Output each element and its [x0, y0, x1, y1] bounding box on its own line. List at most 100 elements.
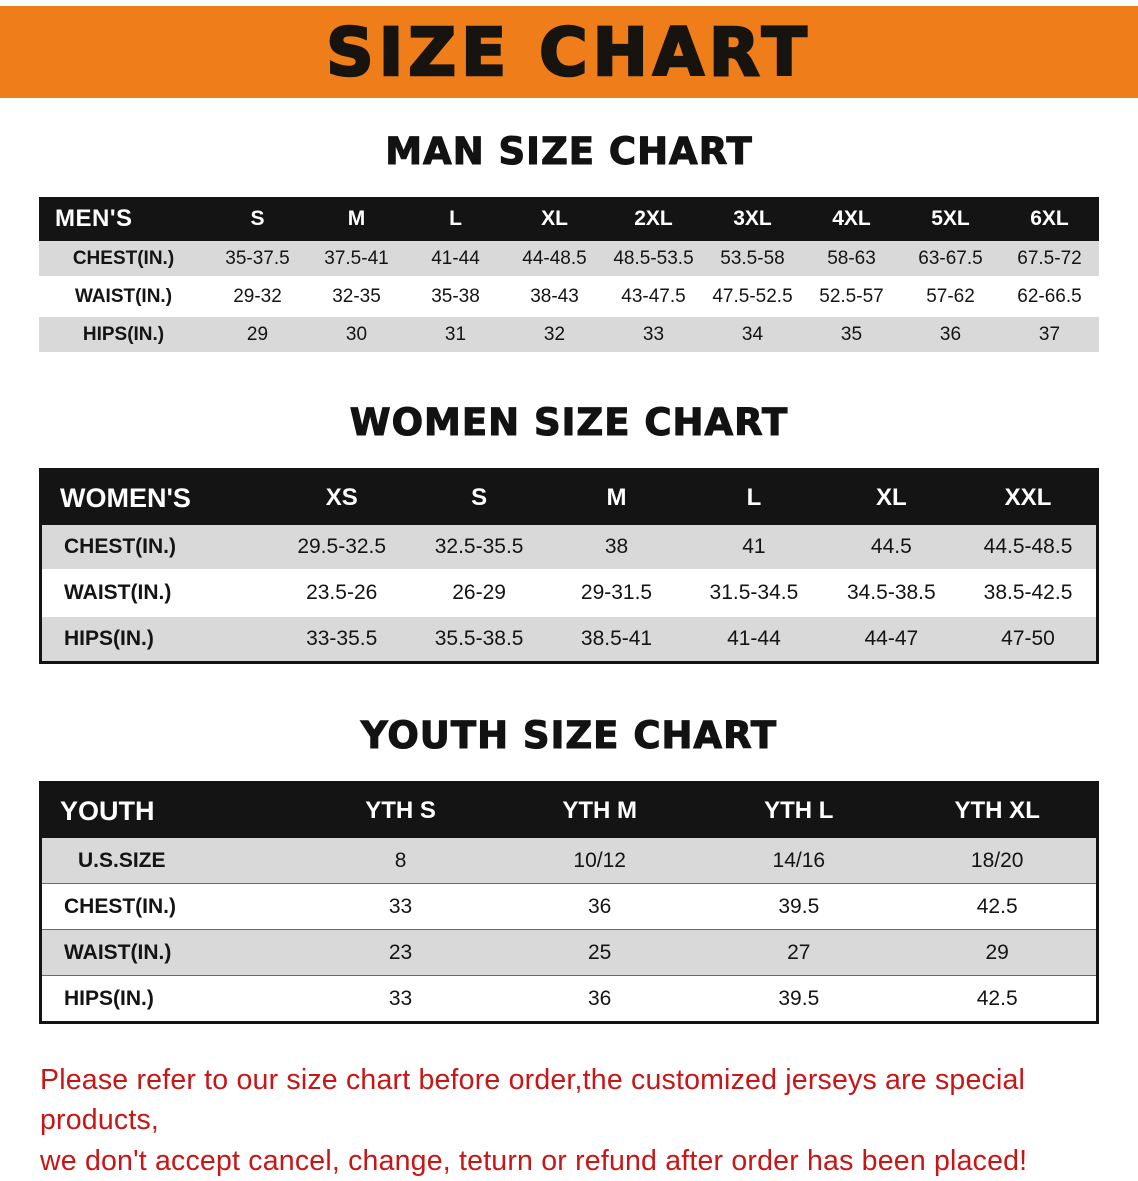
youth-size-section: YOUTH SIZE CHART YOUTH YTH S YTH M YTH L YTH… — [0, 713, 1138, 1024]
size-value: 43-47.5 — [604, 277, 703, 317]
measurement-label: HIPS(IN.) — [64, 986, 154, 1010]
size-value: 47.5-52.5 — [703, 277, 802, 317]
size-value: 35 — [802, 315, 901, 355]
table-group-label: WOMEN'S — [40, 469, 273, 525]
size-value: 35-38 — [406, 277, 505, 317]
size-chart-banner: SIZE CHART — [0, 6, 1138, 98]
size-value: 31 — [406, 315, 505, 355]
size-value: 37.5-41 — [307, 241, 406, 279]
measurement-label: CHEST(IN.) — [40, 883, 301, 930]
size-column-header: 2XL — [604, 197, 703, 241]
size-value: 53.5-58 — [703, 241, 802, 279]
size-value: 10/12 — [500, 838, 700, 884]
size-value: 41 — [685, 525, 823, 571]
size-value: 25 — [500, 929, 700, 976]
size-value: 14/16 — [699, 838, 899, 884]
men-size-section: MAN SIZE CHART MEN'S S M L XL 2XL 3XL 4XL 5XL 6XL… — [0, 129, 1138, 355]
size-value: 33 — [301, 883, 501, 930]
size-value: 57-62 — [901, 277, 1000, 317]
measurement-row: WAIST(IN.) 29-32 32-35 35-38 38-43 43-47.5 47.… — [39, 277, 1099, 317]
size-value: 38 — [547, 525, 686, 571]
size-value: 41-44 — [406, 241, 505, 279]
size-value: 18/20 — [898, 838, 1098, 884]
size-column-header: YTH XL — [898, 782, 1098, 838]
size-column-header: 5XL — [901, 197, 1000, 241]
measurement-row: WAIST(IN.) 23.5-26 26-29 29-31.5 31.5-34.5 34… — [40, 570, 1098, 617]
size-value: 34.5-38.5 — [822, 570, 961, 617]
measurement-label: HIPS(IN.) — [40, 616, 273, 664]
table-group-label: YOUTH — [40, 782, 301, 838]
size-value: 44-48.5 — [505, 241, 604, 279]
size-value: 35.5-38.5 — [410, 616, 548, 664]
youth-section-heading: YOUTH SIZE CHART — [360, 713, 778, 757]
measurement-row: CHEST(IN.) 29.5-32.5 32.5-35.5 38 41 44.5 44.5… — [40, 525, 1098, 571]
size-value: 38-43 — [505, 277, 604, 317]
size-value: 32.5-35.5 — [410, 525, 548, 571]
size-value: 26-29 — [410, 570, 548, 617]
size-table-header-row: YOUTH YTH S YTH M YTH L YTH XL — [40, 782, 1098, 838]
size-value: 29-32 — [208, 277, 307, 317]
size-column-header: YTH L — [699, 782, 899, 838]
size-value: 34 — [703, 315, 802, 355]
disclaimer-line-1: Please refer to our size chart before or… — [40, 1064, 1026, 1137]
table-group-label: MEN'S — [39, 197, 208, 241]
size-column-header: 6XL — [1000, 197, 1099, 241]
size-value: 36 — [588, 986, 612, 1010]
men-section-heading: MAN SIZE CHART — [385, 129, 753, 173]
disclaimer-line-2: we don't accept cancel, change, teturn o… — [40, 1144, 1028, 1177]
size-table-header-row: MEN'S S M L XL 2XL 3XL 4XL 5XL 6XL — [39, 197, 1099, 241]
measurement-row: HIPS(IN.) 29 30 31 32 33 34 35 36 37 — [39, 315, 1099, 355]
size-value: 39.5 — [699, 883, 899, 930]
size-value: 67.5-72 — [1000, 241, 1099, 279]
size-value: 29-31.5 — [547, 570, 686, 617]
size-value: 31.5-34.5 — [685, 570, 823, 617]
size-value: 23.5-26 — [273, 570, 411, 617]
size-value: 33-35.5 — [273, 616, 411, 664]
size-value: 38.5-42.5 — [960, 570, 1098, 617]
size-column-header: M — [307, 197, 406, 241]
size-value: 47-50 — [960, 616, 1098, 664]
size-column-header: XL — [505, 197, 604, 241]
size-value: 48.5-53.5 — [604, 241, 703, 279]
size-value: 37 — [1000, 315, 1099, 355]
size-value: 30 — [307, 315, 406, 355]
size-value: 41-44 — [685, 616, 823, 664]
size-column-header: M — [547, 469, 686, 525]
size-column-header: S — [208, 197, 307, 241]
size-value: 44-47 — [822, 616, 961, 664]
disclaimer-text: Please refer to our size chart before or… — [40, 1060, 1118, 1181]
size-value: 29.5-32.5 — [273, 525, 411, 571]
measurement-row: HIPS(IN.) 33-35.5 35.5-38.5 38.5-41 41-44 44-… — [40, 616, 1098, 664]
size-value: 58-63 — [802, 241, 901, 279]
size-value: 33 — [388, 986, 413, 1010]
size-value: 32-35 — [307, 277, 406, 317]
youth-size-table: YOUTH YTH S YTH M YTH L YTH XL U.S.SIZE 8 10/12… — [39, 781, 1099, 1024]
size-value: 33 — [604, 315, 703, 355]
size-value: 35-37.5 — [208, 241, 307, 279]
measurement-row: U.S.SIZE 8 10/12 14/16 18/20 — [40, 838, 1098, 884]
measurement-label: WAIST(IN.) — [40, 929, 301, 976]
size-column-header: L — [685, 469, 823, 525]
measurement-row: CHEST(IN.) 35-37.5 37.5-41 41-44 44-48.5 48.5… — [39, 241, 1099, 279]
size-value: 29 — [208, 315, 307, 355]
size-value: 32 — [505, 315, 604, 355]
measurement-row: HIPS(IN.) 33 36 39.5 42.5 — [40, 975, 1098, 1023]
women-size-table: WOMEN'S XS S M L XL XXL CHEST(IN.) 29.5-32.5 32.5… — [39, 468, 1099, 664]
size-column-header: YTH S — [301, 782, 501, 838]
size-value: 52.5-57 — [802, 277, 901, 317]
size-table-header-row: WOMEN'S XS S M L XL XXL — [40, 469, 1098, 525]
size-column-header: 3XL — [703, 197, 802, 241]
men-size-table: MEN'S S M L XL 2XL 3XL 4XL 5XL 6XL CHEST(IN.) 35-37… — [39, 197, 1099, 355]
measurement-label: WAIST(IN.) — [40, 570, 273, 617]
size-column-header: XS — [273, 469, 411, 525]
measurement-label: CHEST(IN.) — [40, 525, 273, 571]
women-section-heading: WOMEN SIZE CHART — [349, 400, 789, 444]
size-column-header: 4XL — [802, 197, 901, 241]
size-value: 63-67.5 — [901, 241, 1000, 279]
measurement-label: CHEST(IN.) — [39, 241, 208, 279]
measurement-label: U.S.SIZE — [40, 838, 301, 884]
size-value: 23 — [301, 929, 501, 976]
size-column-header: YTH M — [500, 782, 700, 838]
size-value: 38.5-41 — [547, 616, 686, 664]
size-value: 44.5-48.5 — [960, 525, 1098, 571]
